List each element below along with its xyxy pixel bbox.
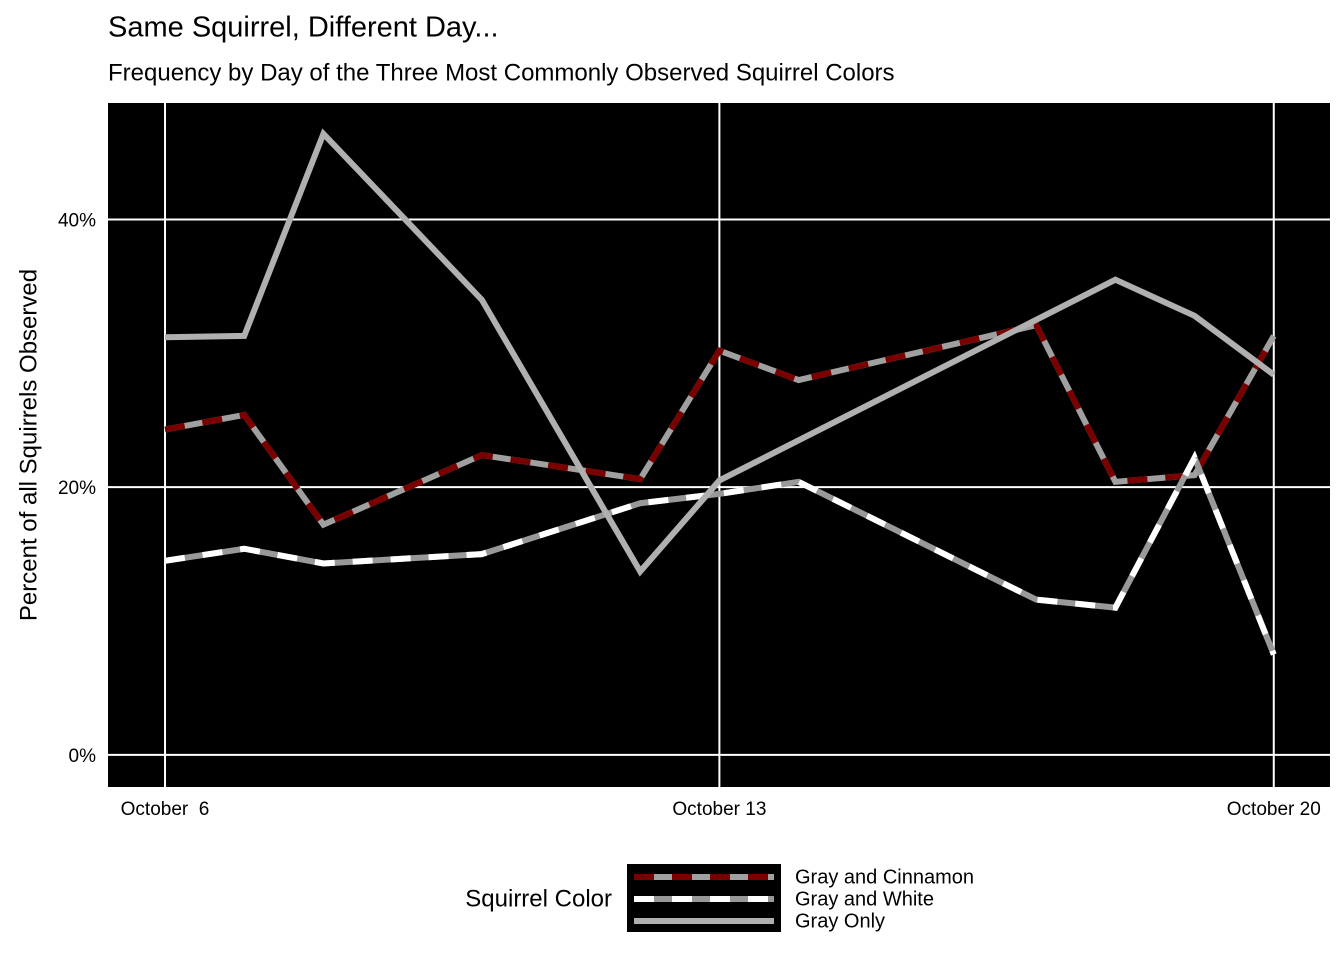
line xyxy=(164,321,1277,529)
legend-label: Gray Only xyxy=(795,910,885,932)
y-axis-label: Percent of all Squirrels Observed xyxy=(15,269,42,621)
legend-label: Gray and Cinnamon xyxy=(795,866,974,888)
line xyxy=(164,128,1276,577)
chart-title: Same Squirrel, Different Day... xyxy=(108,12,499,44)
legend-label: Gray and White xyxy=(795,888,934,910)
y-tick-label: 0% xyxy=(69,746,97,767)
chart-subtitle: Frequency by Day of the Three Most Commo… xyxy=(108,59,895,86)
y-tick-label: 20% xyxy=(58,478,96,499)
y-tick-label: 40% xyxy=(58,210,96,231)
legend-title: Squirrel Color xyxy=(465,885,612,912)
x-tick-label: October 20 xyxy=(1227,799,1321,820)
x-tick-label: October 6 xyxy=(121,799,210,820)
x-tick-label: October 13 xyxy=(672,799,766,820)
line xyxy=(164,450,1277,656)
